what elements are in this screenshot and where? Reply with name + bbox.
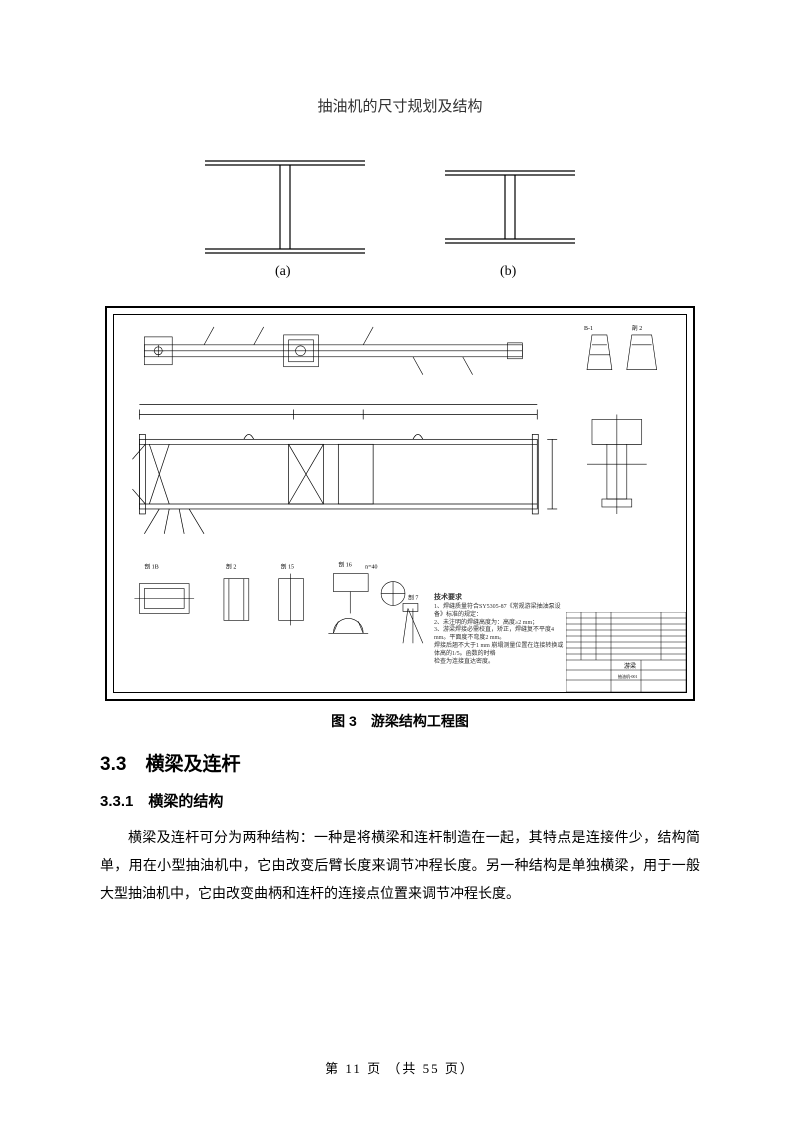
svg-text:剖 1B: 剖 1B (144, 563, 158, 571)
tech-requirements: 技术要求 1、焊缝质量符合SY5305-87《常规游梁抽油泵设备》标准的规定： … (434, 593, 564, 666)
engineering-drawing: B-1 剖 2 (105, 306, 695, 701)
page-header-title: 抽油机的尺寸规划及结构 (100, 95, 700, 116)
svg-text:剖 15: 剖 15 (281, 563, 294, 571)
svg-text:B-1: B-1 (584, 326, 593, 332)
svg-text:n=40: n=40 (365, 565, 377, 571)
title-block: 游梁 抽油机-001 (566, 612, 686, 692)
svg-text:剖 2: 剖 2 (632, 324, 642, 332)
svg-text:剖 7: 剖 7 (408, 593, 418, 601)
subsection-heading: 3.3.1 横梁的结构 (100, 790, 700, 811)
svg-text:剖 16: 剖 16 (338, 561, 351, 569)
diagram-label-b: (b) (500, 264, 516, 280)
svg-text:抽油机-001: 抽油机-001 (618, 673, 637, 679)
body-paragraph: 横梁及连杆可分为两种结构：一种是将横梁和连杆制造在一起，其特点是连接件少，结构简… (100, 825, 700, 909)
svg-text:剖 2: 剖 2 (226, 563, 236, 571)
figure-caption: 图 3 游梁结构工程图 (100, 711, 700, 731)
section-heading: 3.3 横梁及连杆 (100, 749, 700, 776)
ibeam-diagram: (a) (b) (165, 146, 635, 286)
diagram-label-a: (a) (275, 264, 291, 280)
page-footer: 第 11 页 （共 55 页） (0, 1058, 800, 1077)
svg-text:游梁: 游梁 (624, 662, 636, 670)
